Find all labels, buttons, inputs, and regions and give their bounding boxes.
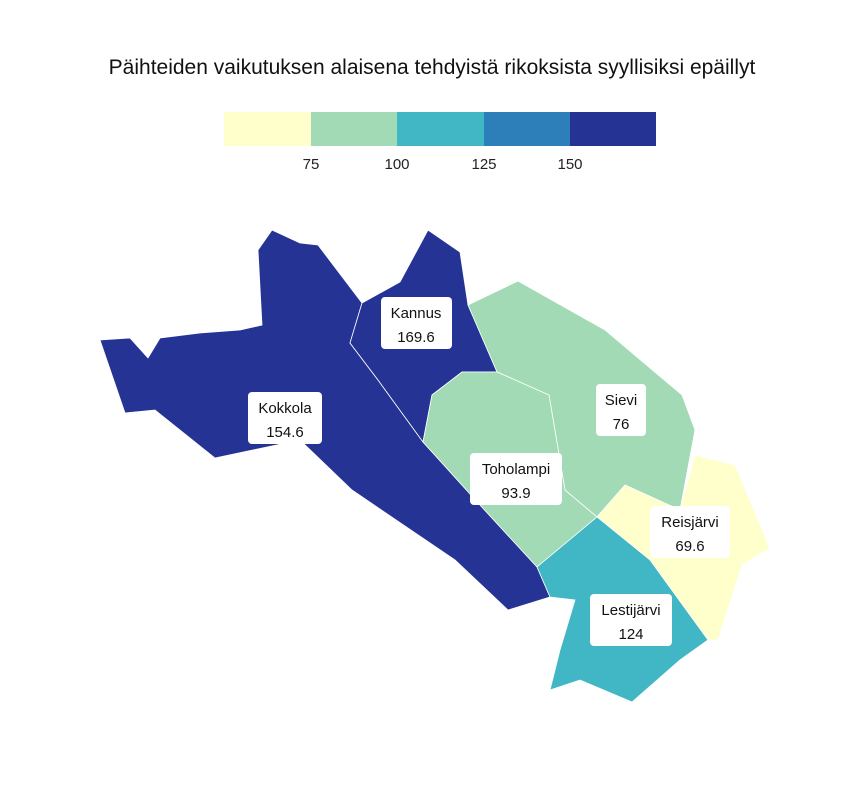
municipality-name: Toholampi <box>482 461 550 478</box>
label-box <box>590 594 672 646</box>
label-reisjarvi: Reisjärvi 69.6 <box>650 506 730 558</box>
legend-swatch-5 <box>570 112 656 146</box>
municipality-name: Kokkola <box>258 400 312 417</box>
municipality-value: 76 <box>613 416 630 433</box>
label-box <box>470 453 562 505</box>
municipality-value: 124 <box>618 626 643 643</box>
label-kokkola: Kokkola 154.6 <box>248 392 322 444</box>
legend-tick: 100 <box>384 156 409 173</box>
legend-swatch-3 <box>397 112 484 146</box>
legend: 75 100 125 150 <box>224 112 656 173</box>
legend-tick: 125 <box>471 156 496 173</box>
label-box <box>248 392 322 444</box>
municipality-value: 154.6 <box>266 424 304 441</box>
legend-swatch-4 <box>484 112 570 146</box>
municipality-value: 69.6 <box>675 538 704 555</box>
municipality-name: Sievi <box>605 392 638 409</box>
municipality-value: 93.9 <box>501 485 530 502</box>
legend-swatch-2 <box>311 112 397 146</box>
label-box <box>650 506 730 558</box>
municipality-name: Lestijärvi <box>601 602 660 619</box>
map-title: Päihteiden vaikutuksen alaisena tehdyist… <box>108 56 756 79</box>
label-lestijarvi: Lestijärvi 124 <box>590 594 672 646</box>
municipality-name: Reisjärvi <box>661 514 719 531</box>
label-kannus: Kannus 169.6 <box>381 297 452 349</box>
regions <box>99 229 771 703</box>
label-sievi: Sievi 76 <box>596 384 646 436</box>
label-box <box>381 297 452 349</box>
label-box <box>596 384 646 436</box>
municipality-name: Kannus <box>391 305 442 322</box>
municipality-value: 169.6 <box>397 329 435 346</box>
legend-swatch-1 <box>224 112 311 146</box>
legend-tick: 150 <box>557 156 582 173</box>
legend-tick: 75 <box>303 156 320 173</box>
label-toholampi: Toholampi 93.9 <box>470 453 562 505</box>
